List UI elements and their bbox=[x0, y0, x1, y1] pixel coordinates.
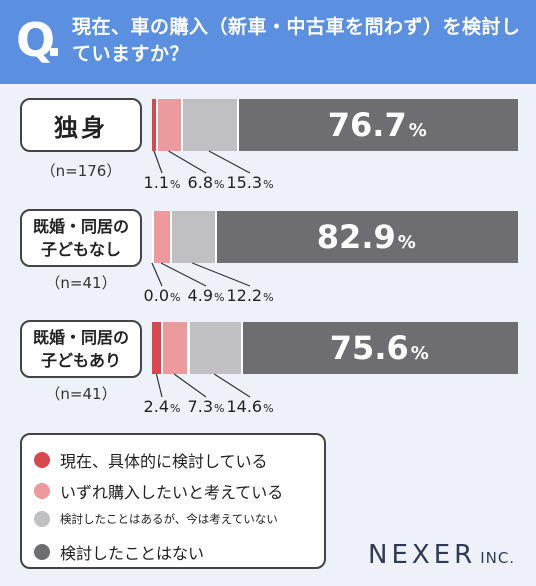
bar-segment-never bbox=[236, 99, 518, 151]
row-label-single: 独身 bbox=[20, 98, 142, 152]
leader-line-someday bbox=[168, 150, 207, 174]
leader-line-someday bbox=[160, 262, 207, 287]
leader-line-considering-now bbox=[153, 150, 163, 174]
data-label-considered-before: 15.3% bbox=[226, 173, 274, 192]
legend-item-considering-now: 現在、具体的に検討している bbox=[34, 448, 268, 472]
legend-swatch-red bbox=[34, 452, 50, 468]
legend-label: 検討したことはあるが、今は考えていない bbox=[60, 512, 278, 526]
bar-segment-someday bbox=[160, 322, 188, 374]
bar-segment-never bbox=[240, 322, 518, 374]
bar-segment-considered-before bbox=[169, 211, 215, 263]
leader-line-considered-before bbox=[208, 150, 251, 174]
data-label-considered-before: 12.2% bbox=[226, 286, 274, 305]
legend-label: 現在、具体的に検討している bbox=[60, 452, 268, 471]
leader-line-someday bbox=[173, 373, 207, 398]
logo-name: NEXER bbox=[368, 540, 477, 570]
legend-swatch-pink bbox=[34, 483, 50, 499]
question-header: Q 現在、車の購入（新車・中古車を問わず）を検討していますか？ bbox=[0, 0, 536, 84]
bar-segment-considered-before bbox=[187, 322, 241, 374]
legend-swatch-darkgray bbox=[34, 544, 50, 560]
bar-segment-never bbox=[214, 211, 518, 263]
data-label-someday: 7.3% bbox=[187, 397, 225, 416]
n-label-single: （n=176） bbox=[40, 162, 122, 180]
legend-label: 検討したことはない bbox=[60, 544, 205, 563]
nexer-logo: NEXER INC. bbox=[368, 540, 515, 570]
n-label-married-no-children: （n=41） bbox=[45, 274, 117, 292]
leader-line-considered-before bbox=[192, 262, 251, 287]
legend-label: いずれ購入したいと考えている bbox=[60, 483, 284, 502]
data-label-someday: 4.9% bbox=[187, 286, 225, 305]
legend-swatch-lightgray bbox=[34, 511, 50, 527]
data-label-never: 75.6% bbox=[329, 329, 429, 367]
row-label-married-no-children: 既婚・同居の子どもなし bbox=[20, 209, 142, 267]
data-label-considering-now: 1.1% bbox=[143, 173, 181, 192]
data-label-considered-before: 14.6% bbox=[226, 397, 274, 416]
legend-item-considered-before: 検討したことはあるが、今は考えていない bbox=[34, 511, 278, 527]
bar-segment-someday bbox=[156, 99, 181, 151]
row-label-married-with-children: 既婚・同居の子どもあり bbox=[20, 320, 142, 378]
q-dot bbox=[50, 48, 58, 56]
logo-suffix: INC. bbox=[480, 549, 516, 567]
bar-segment-considering-now bbox=[152, 99, 157, 151]
legend: 現在、具体的に検討している いずれ購入したいと考えている 検討したことはあるが、… bbox=[20, 433, 326, 569]
bar-segment-someday bbox=[152, 211, 170, 263]
leader-line-considering-now bbox=[155, 373, 163, 398]
data-label-never: 82.9% bbox=[316, 218, 416, 256]
legend-item-someday: いずれ購入したいと考えている bbox=[34, 479, 283, 503]
data-label-considering-now: 0.0% bbox=[143, 286, 181, 305]
q-mark: Q bbox=[16, 13, 56, 67]
data-label-someday: 6.8% bbox=[187, 173, 225, 192]
legend-item-never: 検討したことはない bbox=[34, 540, 204, 564]
leader-line-considering-now bbox=[151, 262, 163, 287]
n-label-married-with-children: （n=41） bbox=[45, 385, 117, 403]
question-text: 現在、車の購入（新車・中古車を問わず）を検討していますか？ bbox=[72, 16, 521, 65]
data-label-never: 76.7% bbox=[327, 106, 427, 144]
leader-line-considered-before bbox=[213, 373, 251, 398]
bar-segment-considering-now bbox=[152, 322, 161, 374]
data-label-considering-now: 2.4% bbox=[143, 397, 181, 416]
bar-segment-considered-before bbox=[180, 99, 237, 151]
